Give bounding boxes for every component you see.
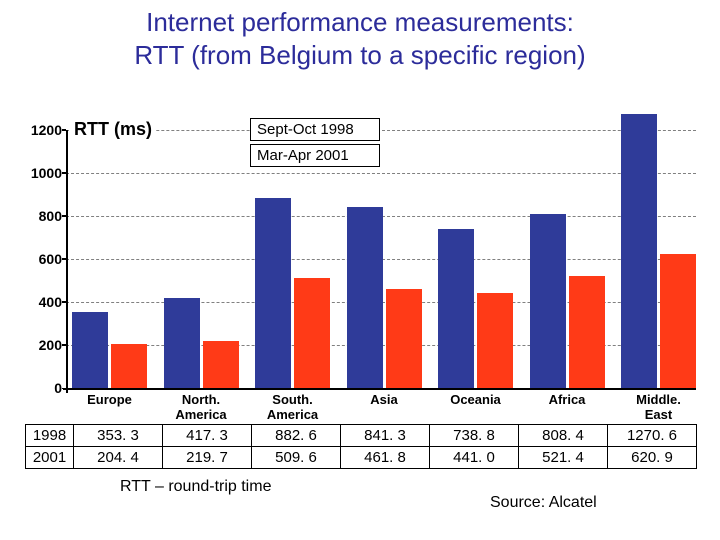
y-tick-label: 1200 <box>18 122 62 138</box>
y-tick-label: 0 <box>18 380 62 396</box>
table-cell: 841. 3 <box>341 425 430 447</box>
y-tick-label: 1000 <box>18 165 62 181</box>
title-line: Internet performance measurements: <box>0 6 720 39</box>
footnote-right: Source: Alcatel <box>490 494 597 512</box>
bar <box>347 207 383 388</box>
y-tick <box>62 388 66 390</box>
table-row: 1998353. 3417. 3882. 6841. 3738. 8808. 4… <box>26 425 697 447</box>
x-category-label: Asia <box>335 392 434 407</box>
gridline <box>66 173 696 174</box>
table-cell: 509. 6 <box>252 447 341 469</box>
y-tick-label: 200 <box>18 337 62 353</box>
title-line: RTT (from Belgium to a specific region) <box>0 39 720 72</box>
bar <box>530 214 566 388</box>
x-category-label: Europe <box>60 392 159 407</box>
table-cell: 353. 3 <box>74 425 163 447</box>
gridline <box>66 130 696 131</box>
chart-legend: Sept-Oct 1998 Mar-Apr 2001 <box>250 118 380 167</box>
y-tick <box>62 172 66 174</box>
table-cell: 521. 4 <box>519 447 608 469</box>
y-axis-label: RTT (ms) <box>70 118 156 141</box>
table-cell: 219. 7 <box>163 447 252 469</box>
chart-plot-area: 020040060080010001200 <box>66 108 696 388</box>
data-table: 1998353. 3417. 3882. 6841. 3738. 8808. 4… <box>25 424 697 469</box>
legend-item: Sept-Oct 1998 <box>250 118 380 141</box>
y-tick-label: 400 <box>18 294 62 310</box>
x-category-label: Oceania <box>426 392 525 407</box>
footnote-left: RTT – round-trip time <box>120 478 271 496</box>
x-category-label: South.America <box>243 392 342 422</box>
y-tick <box>62 258 66 260</box>
legend-item: Mar-Apr 2001 <box>250 144 380 167</box>
y-tick <box>62 301 66 303</box>
table-cell: 461. 8 <box>341 447 430 469</box>
y-tick <box>62 344 66 346</box>
bar <box>164 298 200 388</box>
table-cell: 204. 4 <box>74 447 163 469</box>
bar <box>203 341 239 388</box>
slide: { "title": { "text": "Internet performan… <box>0 0 720 540</box>
row-label: 2001 <box>26 447 74 469</box>
x-category-label: North.America <box>152 392 251 422</box>
x-category-label: Africa <box>518 392 617 407</box>
bar <box>569 276 605 388</box>
table-cell: 620. 9 <box>608 447 697 469</box>
bar <box>72 312 108 388</box>
bar <box>477 293 513 388</box>
table-row: 2001204. 4219. 7509. 6461. 8441. 0521. 4… <box>26 447 697 469</box>
x-axis <box>63 388 696 390</box>
y-axis <box>66 130 68 393</box>
bar <box>111 344 147 388</box>
table-cell: 808. 4 <box>519 425 608 447</box>
bar <box>294 278 330 388</box>
table-cell: 882. 6 <box>252 425 341 447</box>
table-cell: 1270. 6 <box>608 425 697 447</box>
table-cell: 417. 3 <box>163 425 252 447</box>
slide-title: Internet performance measurements:RTT (f… <box>0 0 720 71</box>
bar <box>621 114 657 388</box>
bar <box>660 254 696 388</box>
y-tick-label: 600 <box>18 251 62 267</box>
table-cell: 738. 8 <box>430 425 519 447</box>
bar <box>438 229 474 388</box>
x-category-label: Middle.East <box>609 392 708 422</box>
y-tick <box>62 215 66 217</box>
y-tick-label: 800 <box>18 208 62 224</box>
bar <box>386 289 422 388</box>
y-tick <box>62 129 66 131</box>
table-cell: 441. 0 <box>430 447 519 469</box>
bar <box>255 198 291 388</box>
row-label: 1998 <box>26 425 74 447</box>
